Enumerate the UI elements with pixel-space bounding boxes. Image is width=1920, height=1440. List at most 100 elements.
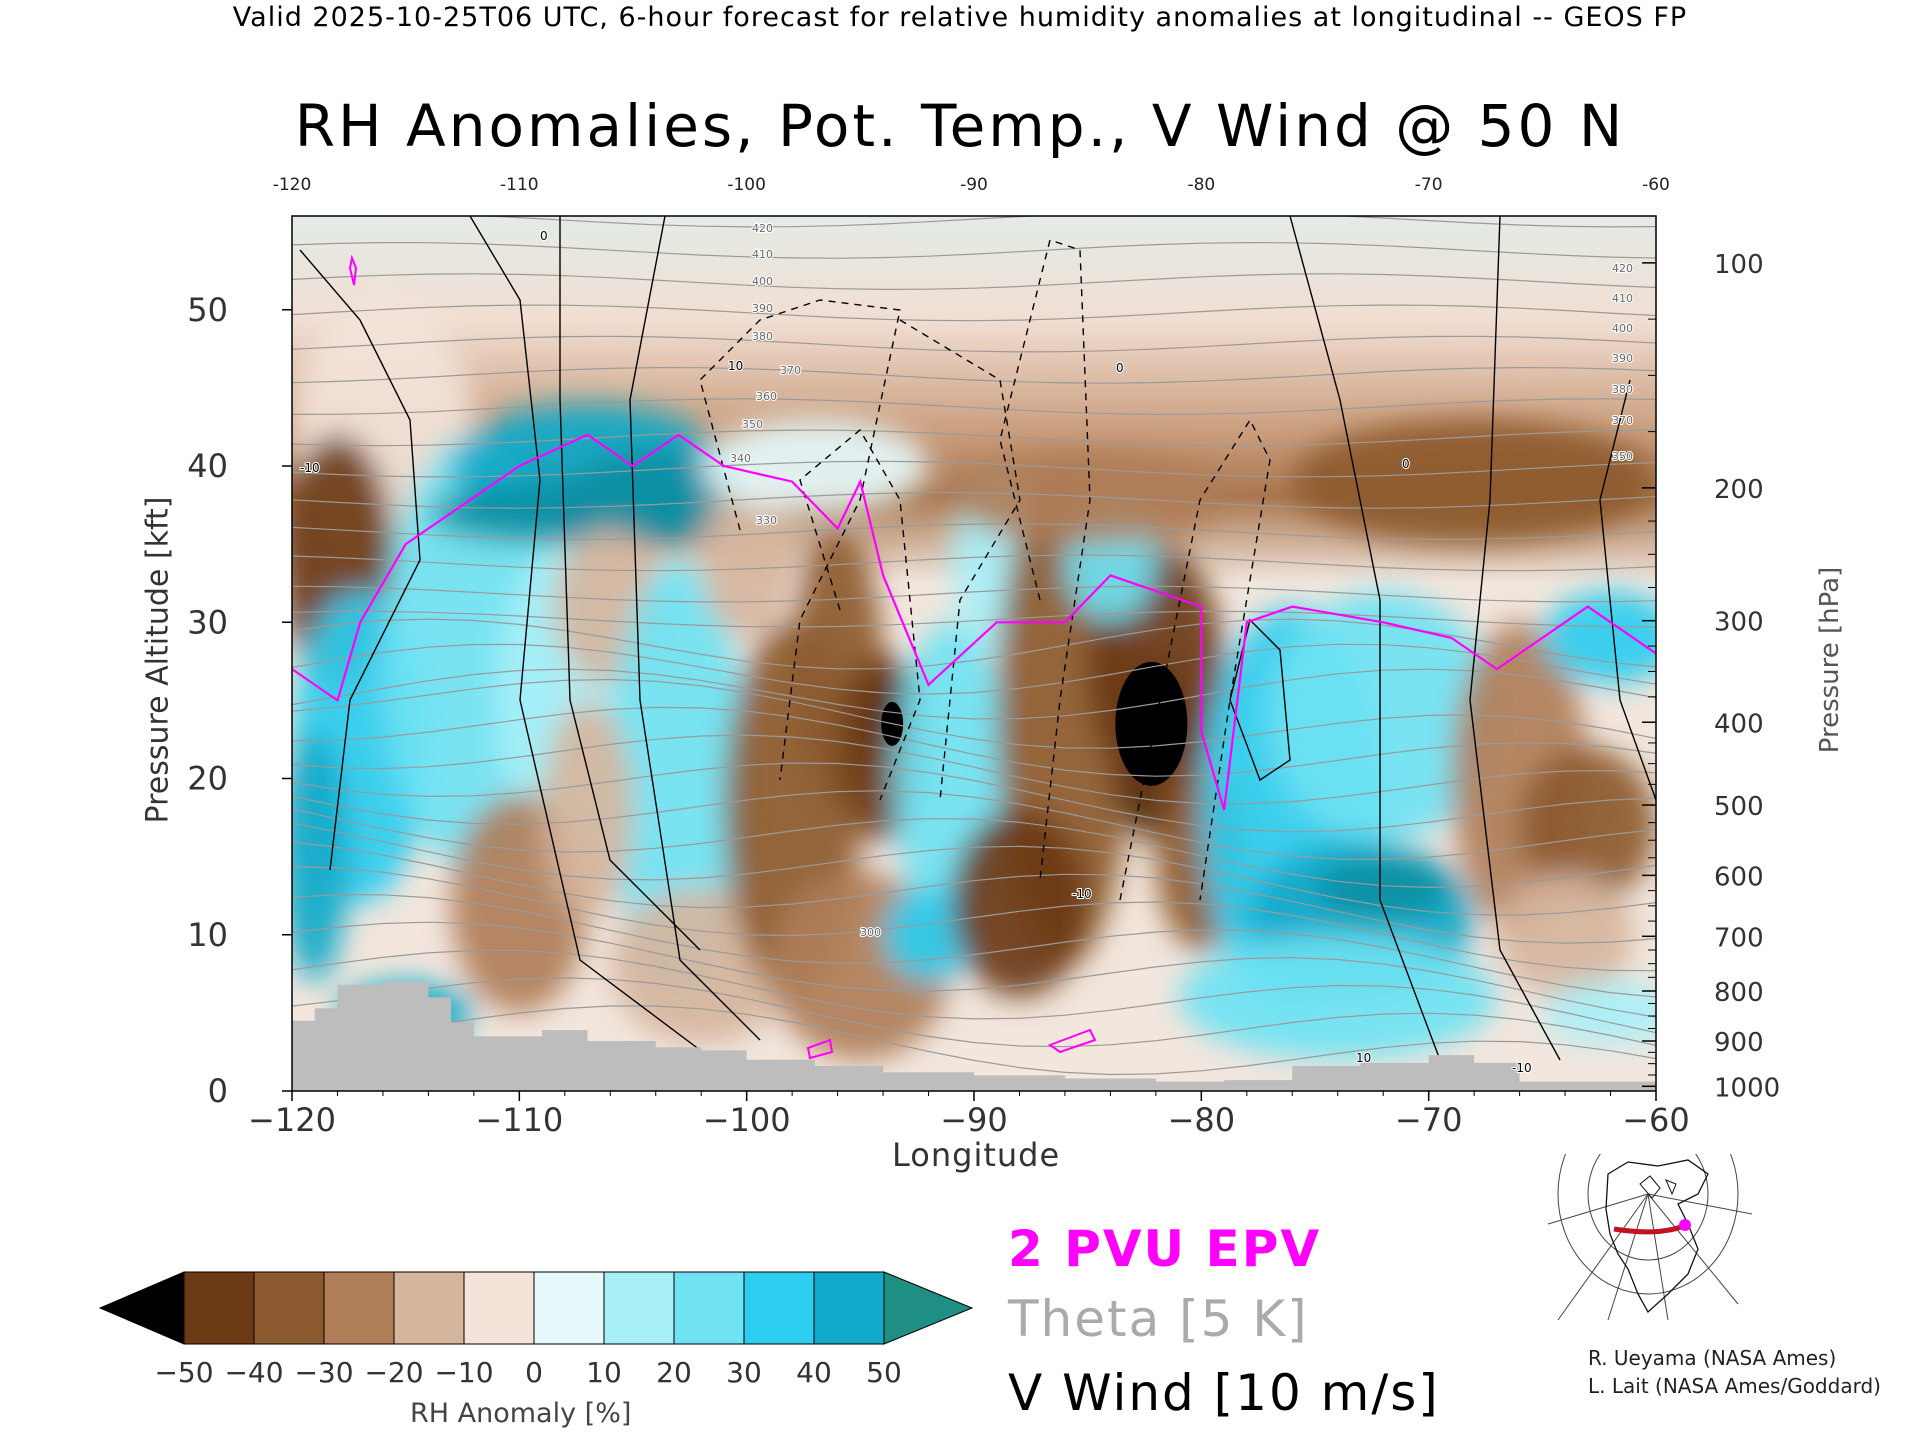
theta-line xyxy=(292,678,1656,749)
theta-contour-label: 370 xyxy=(1612,414,1633,427)
vwind-contour xyxy=(1469,216,1561,1061)
theta-contours xyxy=(292,216,1656,1076)
theta-line xyxy=(292,841,1656,944)
pressure-tick-label: 700 xyxy=(1714,923,1764,953)
terrain xyxy=(292,981,1656,1091)
colorbar-box xyxy=(673,1271,745,1345)
pressure-tick-label: 200 xyxy=(1714,475,1764,505)
colorbar-tick-label: 50 xyxy=(866,1356,902,1389)
locator-map-icon xyxy=(1548,1154,1752,1320)
pressure-axis: 100 200 300 400 500 600 700 800 900 1000 xyxy=(1642,250,1780,1103)
theta-contour-label: 360 xyxy=(756,390,777,403)
theta-line xyxy=(292,460,1656,478)
theta-line xyxy=(292,585,1656,603)
colorbar-box xyxy=(323,1271,395,1345)
rh-blob xyxy=(1542,981,1656,1045)
vwind-contour-label: -10 xyxy=(1512,1061,1532,1075)
theta-contour-label: 400 xyxy=(752,275,773,288)
vwind-contour xyxy=(629,216,761,1041)
rh-blob xyxy=(883,887,974,982)
vwind-contour-label: 0 xyxy=(1402,457,1410,471)
pressure-tick-label: 100 xyxy=(1714,250,1764,280)
rh-blob xyxy=(292,731,349,982)
theta-line xyxy=(292,491,1656,509)
rh-blob xyxy=(1542,591,1656,685)
theta-line xyxy=(292,366,1656,384)
top-tick-label: -120 xyxy=(273,175,312,195)
colorbar-box xyxy=(743,1271,815,1345)
y-tick-label: 30 xyxy=(187,603,228,641)
theta-contour-label: 380 xyxy=(1612,383,1633,396)
epv-2pvu-group xyxy=(292,254,1656,1060)
colorbar: −50 −40 −30 −20 −10 0 10 20 30 40 50 xyxy=(98,1271,974,1389)
colorbar-box xyxy=(813,1271,885,1345)
theta-contour-label: 350 xyxy=(1612,450,1633,463)
x-axis: −120 −110 −100 −90 −80 −70 −60 xyxy=(248,1091,1690,1139)
rh-blob xyxy=(542,700,633,920)
theta-line xyxy=(292,554,1656,572)
colorbar-tick-label: −10 xyxy=(434,1356,493,1389)
theta-line xyxy=(292,1005,1656,1076)
vwind-contour-label: -10 xyxy=(300,461,320,475)
colorbar-label: RH Anomaly [%] xyxy=(410,1398,632,1429)
rh-anomaly-field xyxy=(292,216,1656,1091)
pressure-tick-label: 400 xyxy=(1714,709,1764,739)
theta-line xyxy=(292,398,1656,416)
theta-contour-label: 400 xyxy=(1612,322,1633,335)
top-tick-label: -70 xyxy=(1415,175,1443,195)
theta-contour-label: 410 xyxy=(752,248,773,261)
colorbar-tick-label: 0 xyxy=(525,1356,543,1389)
legend-epv: 2 PVU EPV xyxy=(1008,1220,1322,1278)
colorbar-box xyxy=(603,1271,675,1345)
rh-blob xyxy=(1292,419,1656,545)
epv-fragment xyxy=(348,254,358,286)
colorbar-tick-label: −30 xyxy=(294,1356,353,1389)
vwind-contour xyxy=(559,216,701,951)
contour-labels: 4204104003903803703603503403303004204104… xyxy=(299,221,1634,1076)
y-tick-label: 20 xyxy=(187,760,228,798)
vwind-contour-label: 10 xyxy=(1356,1051,1371,1065)
rh-blob xyxy=(1269,591,1497,841)
terrain-group xyxy=(292,981,1656,1091)
x-tick-label: −120 xyxy=(248,1101,336,1139)
vwind-contour xyxy=(1599,379,1656,801)
pressure-axis-label: Pressure [hPa] xyxy=(1815,566,1845,754)
epv-fragment xyxy=(806,1038,834,1060)
legend-theta: Theta [5 K] xyxy=(1008,1290,1309,1348)
rh-blob xyxy=(951,809,1088,998)
forecast-header: Valid 2025-10-25T06 UTC, 6-hour forecast… xyxy=(232,2,1688,33)
theta-line xyxy=(292,335,1656,353)
colorbar-box xyxy=(533,1271,605,1345)
colorbar-box xyxy=(393,1271,465,1345)
x-tick-label: −60 xyxy=(1622,1101,1690,1139)
theta-line xyxy=(292,977,1656,1048)
rh-blob xyxy=(1178,934,1497,1060)
colorbar-tick-label: 10 xyxy=(586,1356,622,1389)
vwind-contours xyxy=(299,216,1656,1061)
vwind-contour xyxy=(469,216,701,1051)
top-tick-label: -110 xyxy=(500,175,539,195)
top-tick-label: -80 xyxy=(1187,175,1215,195)
vwind-contour-label: 0 xyxy=(1116,361,1124,375)
top-tick-label: -90 xyxy=(960,175,988,195)
vwind-contour xyxy=(299,249,421,871)
colorbar-over xyxy=(883,1271,974,1345)
y-tick-label: 10 xyxy=(187,916,228,954)
theta-line xyxy=(292,643,1656,695)
pressure-tick-label: 600 xyxy=(1714,862,1764,892)
theta-contour-label: 410 xyxy=(1612,292,1633,305)
theta-contour-label: 330 xyxy=(756,514,777,527)
x-axis-label: Longitude xyxy=(892,1136,1061,1174)
theta-contour-label: 300 xyxy=(860,926,881,939)
colorbar-tick-label: −40 xyxy=(224,1356,283,1389)
y-axis-label: Pressure Altitude [kft] xyxy=(140,496,176,824)
theta-line xyxy=(292,706,1656,777)
theta-line xyxy=(292,866,1656,972)
theta-contour-label: 380 xyxy=(752,330,773,343)
pressure-tick-label: 300 xyxy=(1714,608,1764,638)
pressure-tick-label: 500 xyxy=(1714,792,1764,822)
x-tick-label: −100 xyxy=(703,1101,791,1139)
legend-vwind: V Wind [10 m/s] xyxy=(1008,1364,1440,1422)
vwind-contour-label: 10 xyxy=(728,359,743,373)
top-axis: -120 -110 -100 -90 -80 -70 -60 xyxy=(273,175,1670,195)
